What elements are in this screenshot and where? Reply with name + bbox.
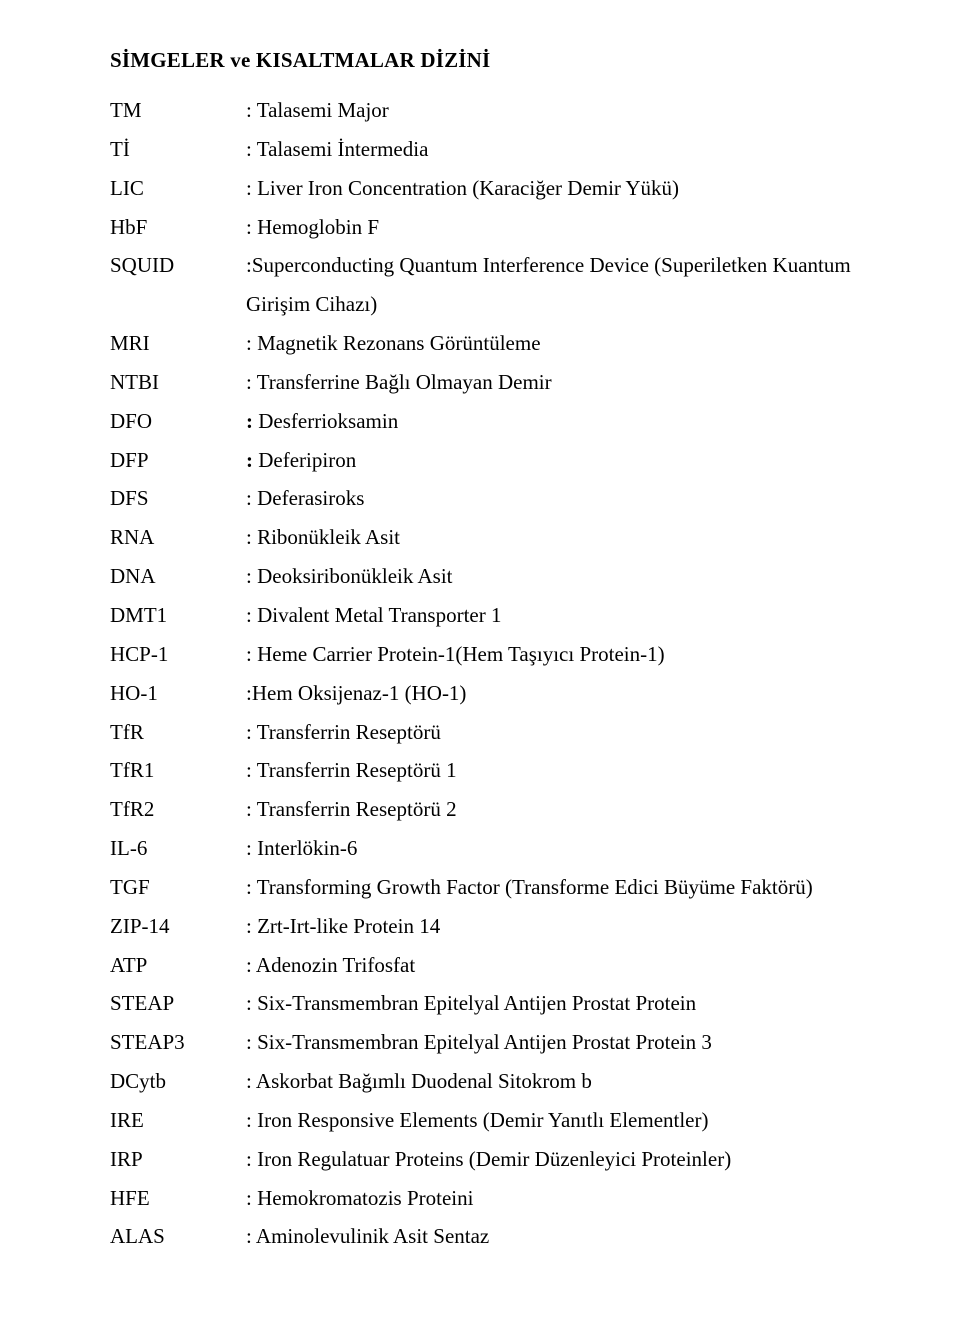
abbr-term: NTBI xyxy=(110,363,246,402)
abbr-row: LIC: Liver Iron Concentration (Karaciğer… xyxy=(110,169,870,208)
abbr-term: ZIP-14 xyxy=(110,907,246,946)
abbr-definition: :Hem Oksijenaz-1 (HO-1) xyxy=(246,674,870,713)
abbr-row: HFE: Hemokromatozis Proteini xyxy=(110,1179,870,1218)
abbr-definition: : Magnetik Rezonans Görüntüleme xyxy=(246,324,870,363)
abbr-definition: : Talasemi Major xyxy=(246,91,870,130)
abbr-term: ATP xyxy=(110,946,246,985)
abbr-term: HbF xyxy=(110,208,246,247)
abbr-term: DNA xyxy=(110,557,246,596)
abbr-definition: : Deferipiron xyxy=(246,441,870,480)
abbr-term: MRI xyxy=(110,324,246,363)
abbr-term: LIC xyxy=(110,169,246,208)
abbr-term: TfR2 xyxy=(110,790,246,829)
abbr-row: IL-6: Interlökin-6 xyxy=(110,829,870,868)
abbr-definition: : Aminolevulinik Asit Sentaz xyxy=(246,1217,870,1256)
abbr-row: DFO: Desferrioksamin xyxy=(110,402,870,441)
abbr-definition: : Transferrin Reseptörü xyxy=(246,713,870,752)
abbr-row: RNA: Ribonükleik Asit xyxy=(110,518,870,557)
abbr-row: STEAP: Six-Transmembran Epitelyal Antije… xyxy=(110,984,870,1023)
abbr-row: DNA: Deoksiribonükleik Asit xyxy=(110,557,870,596)
abbr-term: DCytb xyxy=(110,1062,246,1101)
abbr-row: TfR: Transferrin Reseptörü xyxy=(110,713,870,752)
abbr-definition: : Heme Carrier Protein-1(Hem Taşıyıcı Pr… xyxy=(246,635,870,674)
abbr-definition: : Transferrine Bağlı Olmayan Demir xyxy=(246,363,870,402)
abbr-definition: : Desferrioksamin xyxy=(246,402,870,441)
abbr-row: IRP: Iron Regulatuar Proteins (Demir Düz… xyxy=(110,1140,870,1179)
abbr-row: SQUID:Superconducting Quantum Interferen… xyxy=(110,246,870,324)
abbr-definition: : Hemokromatozis Proteini xyxy=(246,1179,870,1218)
abbr-row: DFP: Deferipiron xyxy=(110,441,870,480)
abbr-term: SQUID xyxy=(110,246,246,285)
abbr-row: ZIP-14: Zrt-Irt-like Protein 14 xyxy=(110,907,870,946)
abbr-definition: : Transferrin Reseptörü 2 xyxy=(246,790,870,829)
abbr-term: STEAP3 xyxy=(110,1023,246,1062)
abbr-definition: : Deferasiroks xyxy=(246,479,870,518)
abbr-definition: : Divalent Metal Transporter 1 xyxy=(246,596,870,635)
abbr-definition: : Ribonükleik Asit xyxy=(246,518,870,557)
abbr-term: IRE xyxy=(110,1101,246,1140)
abbr-row: Tİ: Talasemi İntermedia xyxy=(110,130,870,169)
abbr-row: TfR2: Transferrin Reseptörü 2 xyxy=(110,790,870,829)
abbreviation-list: TM: Talasemi MajorTİ: Talasemi İntermedi… xyxy=(110,91,870,1256)
abbr-row: HO-1:Hem Oksijenaz-1 (HO-1) xyxy=(110,674,870,713)
page-title: SİMGELER ve KISALTMALAR DİZİNİ xyxy=(110,48,870,73)
abbr-term: TfR xyxy=(110,713,246,752)
abbr-definition: : Talasemi İntermedia xyxy=(246,130,870,169)
abbr-term: DMT1 xyxy=(110,596,246,635)
abbr-row: NTBI: Transferrine Bağlı Olmayan Demir xyxy=(110,363,870,402)
abbr-row: STEAP3: Six-Transmembran Epitelyal Antij… xyxy=(110,1023,870,1062)
abbr-row: ALAS: Aminolevulinik Asit Sentaz xyxy=(110,1217,870,1256)
abbr-definition: : Transferrin Reseptörü 1 xyxy=(246,751,870,790)
abbr-definition: : Iron Regulatuar Proteins (Demir Düzenl… xyxy=(246,1140,870,1179)
abbr-definition: : Liver Iron Concentration (Karaciğer De… xyxy=(246,169,870,208)
abbr-definition: : Interlökin-6 xyxy=(246,829,870,868)
abbr-term: DFO xyxy=(110,402,246,441)
abbr-definition: : Hemoglobin F xyxy=(246,208,870,247)
abbr-row: TM: Talasemi Major xyxy=(110,91,870,130)
abbr-row: TfR1: Transferrin Reseptörü 1 xyxy=(110,751,870,790)
abbr-term: RNA xyxy=(110,518,246,557)
abbr-term: TfR1 xyxy=(110,751,246,790)
abbr-row: IRE: Iron Responsive Elements (Demir Yan… xyxy=(110,1101,870,1140)
abbr-term: HO-1 xyxy=(110,674,246,713)
abbr-row: HCP-1: Heme Carrier Protein-1(Hem Taşıyı… xyxy=(110,635,870,674)
abbr-term: IL-6 xyxy=(110,829,246,868)
abbr-definition: : Iron Responsive Elements (Demir Yanıtl… xyxy=(246,1101,870,1140)
abbr-term: DFP xyxy=(110,441,246,480)
abbr-term: ALAS xyxy=(110,1217,246,1256)
abbr-term: IRP xyxy=(110,1140,246,1179)
abbr-term: TM xyxy=(110,91,246,130)
abbr-row: ATP: Adenozin Trifosfat xyxy=(110,946,870,985)
abbr-row: TGF: Transforming Growth Factor (Transfo… xyxy=(110,868,870,907)
page: SİMGELER ve KISALTMALAR DİZİNİ TM: Talas… xyxy=(0,0,960,1316)
abbr-term: DFS xyxy=(110,479,246,518)
abbr-definition: :Superconducting Quantum Interference De… xyxy=(246,246,870,324)
abbr-definition: : Deoksiribonükleik Asit xyxy=(246,557,870,596)
abbr-definition: : Transforming Growth Factor (Transforme… xyxy=(246,868,870,907)
abbr-term: HFE xyxy=(110,1179,246,1218)
abbr-definition: : Adenozin Trifosfat xyxy=(246,946,870,985)
abbr-definition: : Six-Transmembran Epitelyal Antijen Pro… xyxy=(246,984,870,1023)
abbr-row: DCytb: Askorbat Bağımlı Duodenal Sitokro… xyxy=(110,1062,870,1101)
abbr-row: MRI: Magnetik Rezonans Görüntüleme xyxy=(110,324,870,363)
abbr-term: STEAP xyxy=(110,984,246,1023)
abbr-row: DFS: Deferasiroks xyxy=(110,479,870,518)
abbr-term: TGF xyxy=(110,868,246,907)
abbr-definition: : Askorbat Bağımlı Duodenal Sitokrom b xyxy=(246,1062,870,1101)
abbr-term: Tİ xyxy=(110,130,246,169)
abbr-term: HCP-1 xyxy=(110,635,246,674)
abbr-definition: : Six-Transmembran Epitelyal Antijen Pro… xyxy=(246,1023,870,1062)
abbr-row: DMT1: Divalent Metal Transporter 1 xyxy=(110,596,870,635)
abbr-definition: : Zrt-Irt-like Protein 14 xyxy=(246,907,870,946)
abbr-row: HbF: Hemoglobin F xyxy=(110,208,870,247)
